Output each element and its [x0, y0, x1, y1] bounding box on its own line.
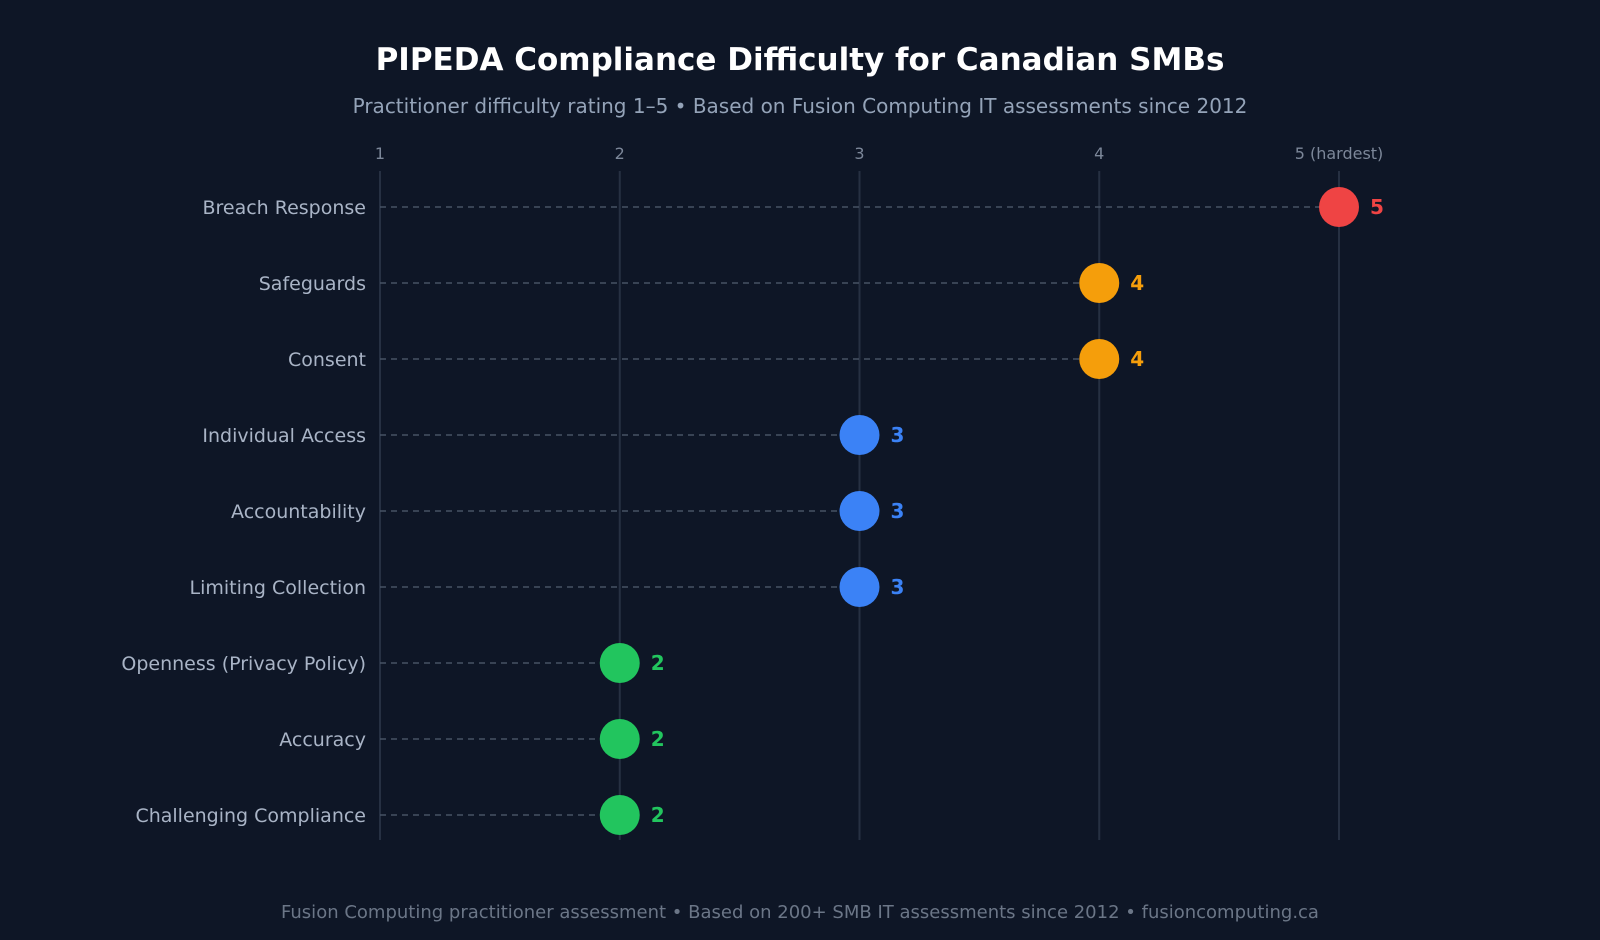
chart-row: Consent 4: [288, 339, 1144, 379]
category-label: Individual Access: [202, 425, 366, 447]
category-label: Consent: [288, 349, 366, 371]
chart-row: Challenging Compliance 2: [135, 795, 665, 835]
lollipop-dot: [1079, 339, 1120, 379]
value-label: 4: [1130, 347, 1144, 371]
lollipop-dot: [839, 415, 880, 455]
lollipop-dot: [599, 719, 640, 759]
chart-row: Individual Access 3: [202, 415, 904, 455]
chart-row: Breach Response 5: [202, 187, 1384, 227]
value-label: 2: [651, 727, 665, 751]
lollipop-dot: [1319, 187, 1359, 227]
chart-row: Limiting Collection 3: [189, 567, 904, 607]
chart-footer: Fusion Computing practitioner assessment…: [281, 902, 1319, 923]
value-label: 3: [891, 423, 905, 447]
lollipop-dot: [599, 643, 640, 683]
chart-title: PIPEDA Compliance Difficulty for Canadia…: [376, 42, 1225, 78]
x-tick-label: 4: [1094, 144, 1104, 163]
lollipop-dot: [599, 795, 640, 835]
lollipop-dot: [839, 567, 880, 607]
chart-subtitle: Practitioner difficulty rating 1–5 • Bas…: [353, 94, 1248, 118]
value-label: 2: [651, 651, 665, 675]
chart-row: Openness (Privacy Policy) 2: [121, 643, 665, 683]
value-label: 4: [1130, 271, 1144, 295]
x-tick-label: 3: [854, 144, 864, 163]
lollipop-dot: [1079, 263, 1120, 303]
chart-row: Safeguards 4: [259, 263, 1144, 303]
x-tick-label: 2: [615, 144, 625, 163]
value-label: 3: [891, 575, 905, 599]
x-tick-label: 1: [375, 144, 385, 163]
category-label: Safeguards: [259, 273, 366, 295]
category-label: Openness (Privacy Policy): [121, 653, 366, 675]
chart-row: Accountability 3: [231, 491, 904, 531]
chart-row: Accuracy 2: [279, 719, 665, 759]
value-label: 5: [1370, 195, 1384, 219]
lollipop-dot: [839, 491, 880, 531]
x-tick-label: 5 (hardest): [1295, 144, 1384, 163]
value-label: 2: [651, 803, 665, 827]
category-label: Limiting Collection: [189, 577, 366, 599]
category-label: Accountability: [231, 501, 366, 523]
category-label: Accuracy: [279, 729, 366, 751]
category-label: Challenging Compliance: [135, 805, 366, 827]
category-label: Breach Response: [202, 197, 366, 219]
value-label: 3: [891, 499, 905, 523]
